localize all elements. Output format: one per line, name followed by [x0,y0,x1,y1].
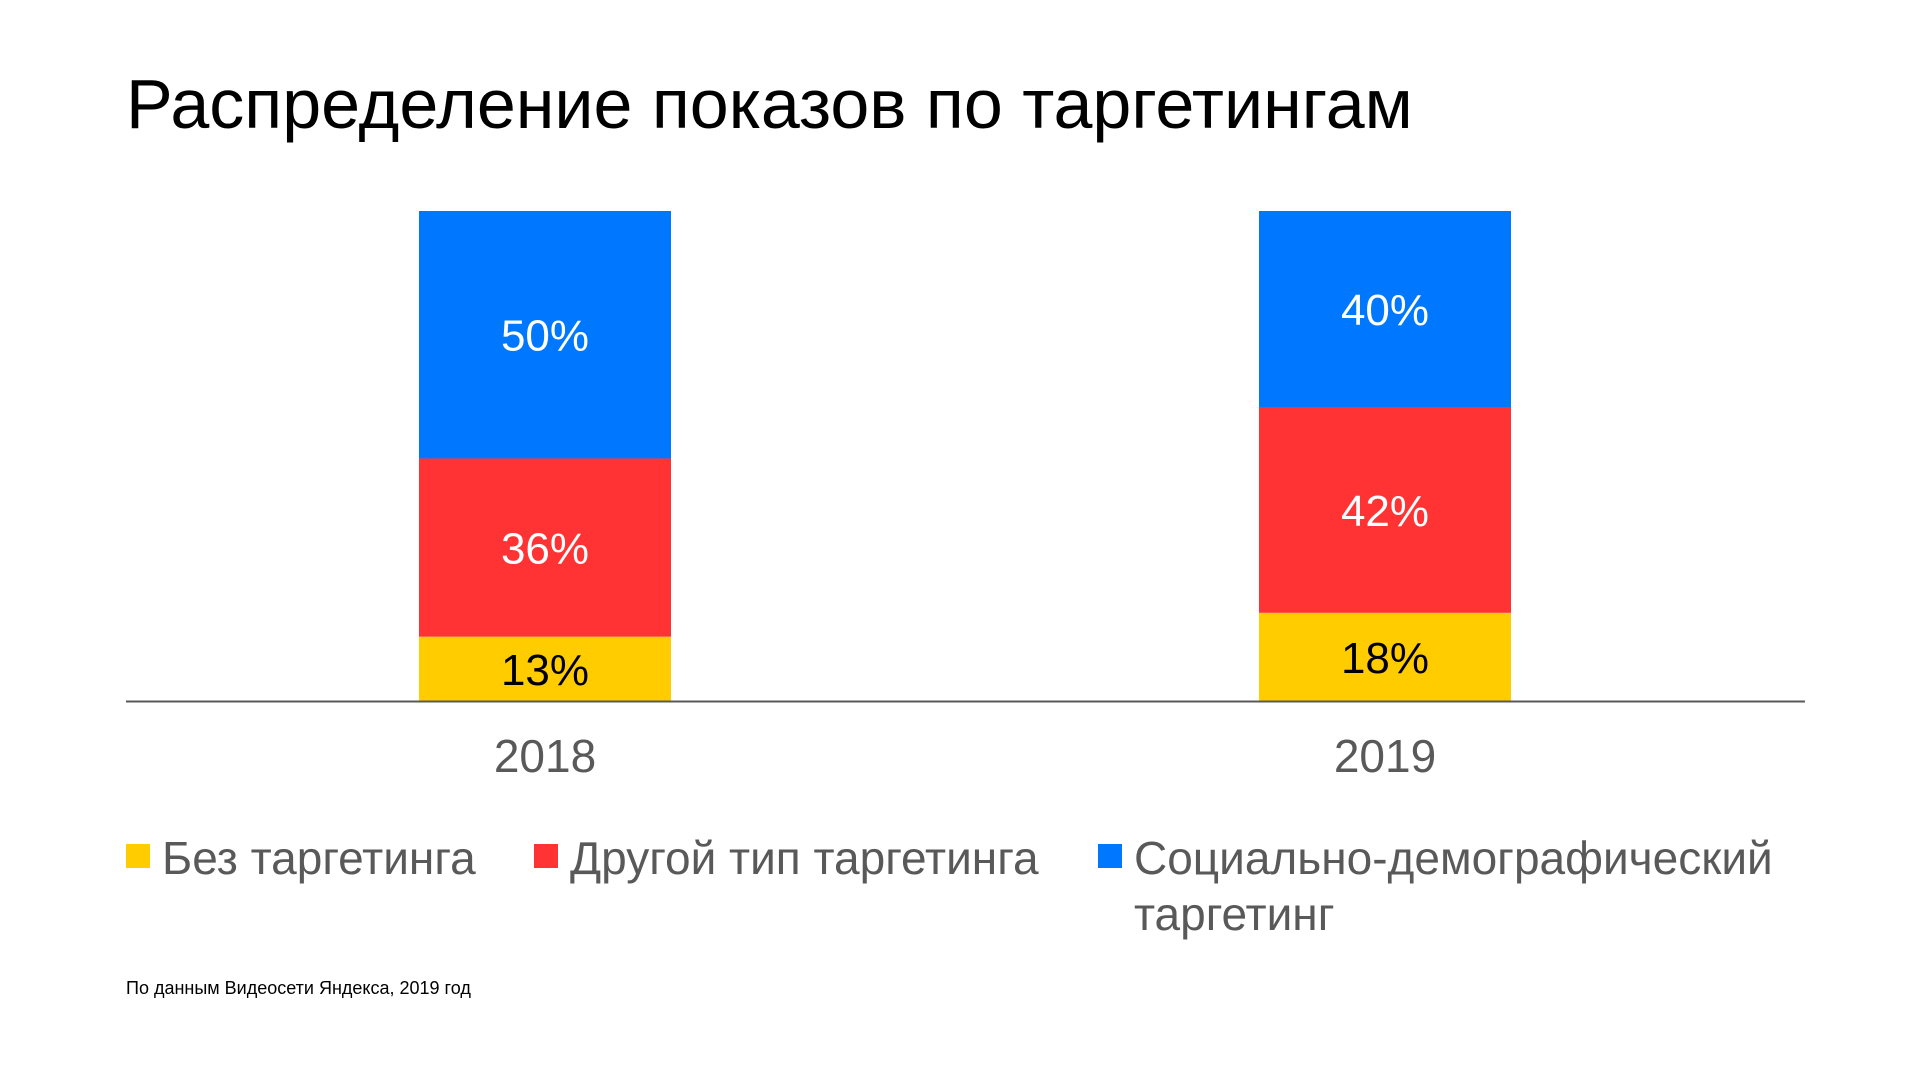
x-tick-label-2019: 2019 [1334,730,1436,782]
data-label-2019-socio-demographic-targeting: 40% [1341,286,1429,335]
x-tick-label-2018: 2018 [494,730,596,782]
legend-label-no-targeting: Без таргетинга [162,832,476,884]
data-label-2019-other-targeting: 42% [1341,487,1429,536]
source-footnote: По данным Видеосети Яндекса, 2019 год [126,978,471,998]
bar-segment-2019-other-targeting [1259,407,1511,613]
data-label-2018-no-targeting: 13% [501,646,589,695]
legend-label-socio-demographic-targeting: Социально-демографический таргетинг [1134,832,1773,940]
legend-label-other-targeting: Другой тип таргетинга [570,832,1039,884]
legend-item-no-targeting: Без таргетинга [126,830,476,886]
legend-item-other-targeting: Другой тип таргетинга [534,830,1039,886]
bar-segment-2018-socio-demographic-targeting [419,211,671,459]
legend-swatch-socio-demographic-targeting [1098,844,1122,868]
bar-segment-2019-socio-demographic-targeting [1259,211,1511,407]
legend-swatch-other-targeting [534,844,558,868]
legend-swatch-no-targeting [126,844,150,868]
data-label-2018-other-targeting: 36% [501,525,589,574]
bar-segment-2019-no-targeting [1259,612,1511,701]
legend-item-socio-demographic-targeting: Социально-демографический таргетинг [1098,830,1818,942]
slide-title: Распределение показов по таргетингам [126,65,1413,143]
bar-segment-2018-no-targeting [419,636,671,701]
bar-segment-2018-other-targeting [419,458,671,637]
data-label-2018-socio-demographic-targeting: 50% [501,312,589,361]
data-label-2019-no-targeting: 18% [1341,634,1429,683]
